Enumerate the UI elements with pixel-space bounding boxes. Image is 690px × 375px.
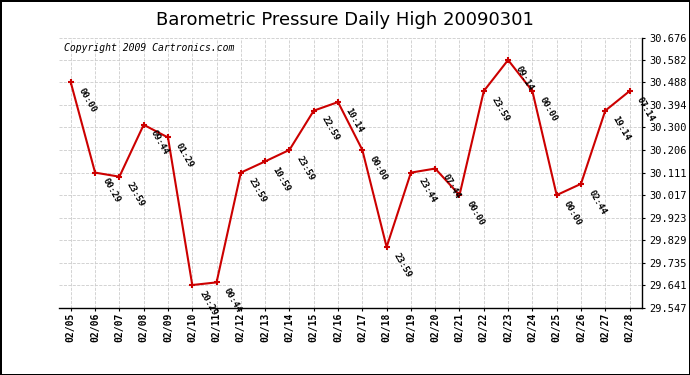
Text: Copyright 2009 Cartronics.com: Copyright 2009 Cartronics.com (64, 43, 235, 53)
Text: 23:59: 23:59 (295, 154, 316, 182)
Text: 07:44: 07:44 (441, 173, 462, 201)
Text: 00:00: 00:00 (77, 87, 97, 114)
Text: 20:29: 20:29 (198, 289, 219, 317)
Text: 09:14: 09:14 (513, 64, 535, 92)
Text: 01:29: 01:29 (173, 142, 195, 170)
Text: 00:00: 00:00 (465, 199, 486, 227)
Text: 23:59: 23:59 (489, 95, 511, 123)
Text: 23:59: 23:59 (246, 177, 268, 204)
Text: 10:59: 10:59 (270, 165, 292, 194)
Text: 00:29: 00:29 (101, 177, 122, 204)
Text: 10:14: 10:14 (344, 106, 365, 134)
Text: 23:59: 23:59 (125, 181, 146, 209)
Text: 09:44: 09:44 (149, 129, 170, 157)
Text: 19:14: 19:14 (611, 115, 632, 142)
Text: 23:44: 23:44 (417, 177, 437, 204)
Text: 23:59: 23:59 (392, 251, 413, 279)
Text: 00:44: 00:44 (222, 286, 244, 314)
Text: Barometric Pressure Daily High 20090301: Barometric Pressure Daily High 20090301 (156, 11, 534, 29)
Text: 22:59: 22:59 (319, 115, 341, 142)
Text: 00:00: 00:00 (368, 154, 389, 182)
Text: 02:44: 02:44 (586, 188, 608, 216)
Text: 00:00: 00:00 (562, 199, 584, 227)
Text: 00:00: 00:00 (538, 95, 559, 123)
Text: 07:14: 07:14 (635, 95, 656, 123)
